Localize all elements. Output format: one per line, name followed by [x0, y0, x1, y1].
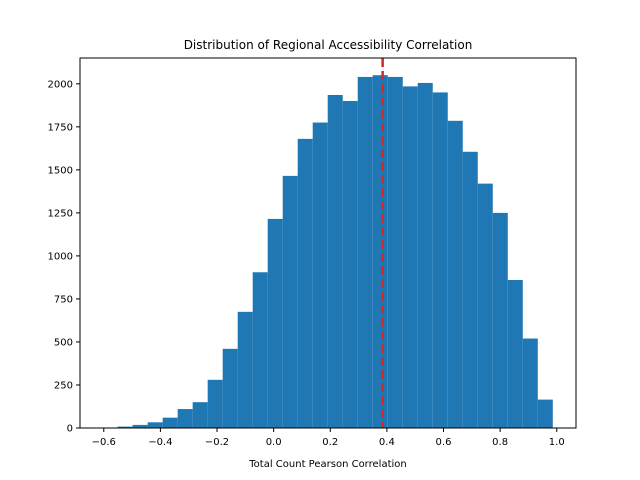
- y-tick-label: 0: [67, 424, 73, 435]
- histogram-bar-26: [492, 212, 508, 428]
- histogram-bar-24: [462, 151, 478, 428]
- histogram-bar-27: [507, 280, 523, 428]
- histogram-bar-8: [222, 348, 238, 428]
- x-tick-label: 0.2: [322, 437, 338, 448]
- x-axis-label: Total Count Pearson Correlation: [248, 459, 406, 470]
- histogram-bar-21: [417, 82, 433, 428]
- y-tick-label: 250: [54, 380, 73, 391]
- y-tick-label: 1500: [48, 165, 73, 176]
- histogram-bar-17: [357, 76, 373, 428]
- histogram-bar-4: [162, 417, 178, 428]
- y-tick-label: 1000: [48, 251, 73, 262]
- y-tick-label: 500: [54, 337, 73, 348]
- histogram-bar-15: [327, 95, 343, 428]
- histogram-bar-22: [432, 92, 448, 428]
- histogram-bar-9: [237, 311, 253, 428]
- x-tick-label: 1.0: [549, 437, 565, 448]
- plot-frame: [79, 57, 577, 429]
- x-tick-label: 0.6: [436, 437, 452, 448]
- x-tick-label: −0.2: [205, 437, 229, 448]
- histogram-bar-2: [132, 424, 148, 428]
- histogram-bar-19: [387, 76, 403, 428]
- histogram-bar-14: [312, 122, 328, 428]
- histogram-bar-29: [537, 399, 553, 428]
- histogram-bar-11: [267, 218, 283, 428]
- histogram-bar-3: [147, 422, 163, 428]
- histogram-bar-7: [207, 379, 223, 428]
- histogram-bar-23: [447, 120, 463, 428]
- histogram-bar-28: [522, 338, 538, 428]
- histogram-bars: [102, 75, 553, 429]
- x-axis-ticks: −0.6 −0.4 −0.2 0.0 0.2 0.4 0.6 0.8 1.0: [92, 428, 565, 448]
- histogram-bar-1: [117, 426, 133, 428]
- histogram-bar-16: [342, 101, 358, 428]
- histogram-bar-5: [177, 409, 193, 428]
- histogram-bar-6: [192, 402, 208, 428]
- histogram-bar-18: [372, 75, 388, 429]
- histogram-bar-20: [402, 86, 418, 428]
- x-tick-label: −0.4: [148, 437, 172, 448]
- histogram-bar-10: [252, 272, 268, 428]
- histogram-bar-12: [282, 175, 298, 428]
- chart-title: Distribution of Regional Accessibility C…: [184, 38, 473, 52]
- y-tick-label: 750: [54, 294, 73, 305]
- x-tick-label: −0.6: [92, 437, 116, 448]
- histogram-bar-13: [297, 138, 313, 428]
- x-tick-label: 0.4: [379, 437, 395, 448]
- histogram-bar-25: [477, 183, 493, 428]
- y-tick-label: 1750: [48, 122, 73, 133]
- y-tick-label: 1250: [48, 208, 73, 219]
- x-tick-label: 0.0: [266, 437, 282, 448]
- y-tick-label: 2000: [48, 79, 73, 90]
- y-axis-ticks: 0 250 500 750 1000 1250 1500 1750 2000: [48, 79, 80, 435]
- x-tick-label: 0.8: [492, 437, 508, 448]
